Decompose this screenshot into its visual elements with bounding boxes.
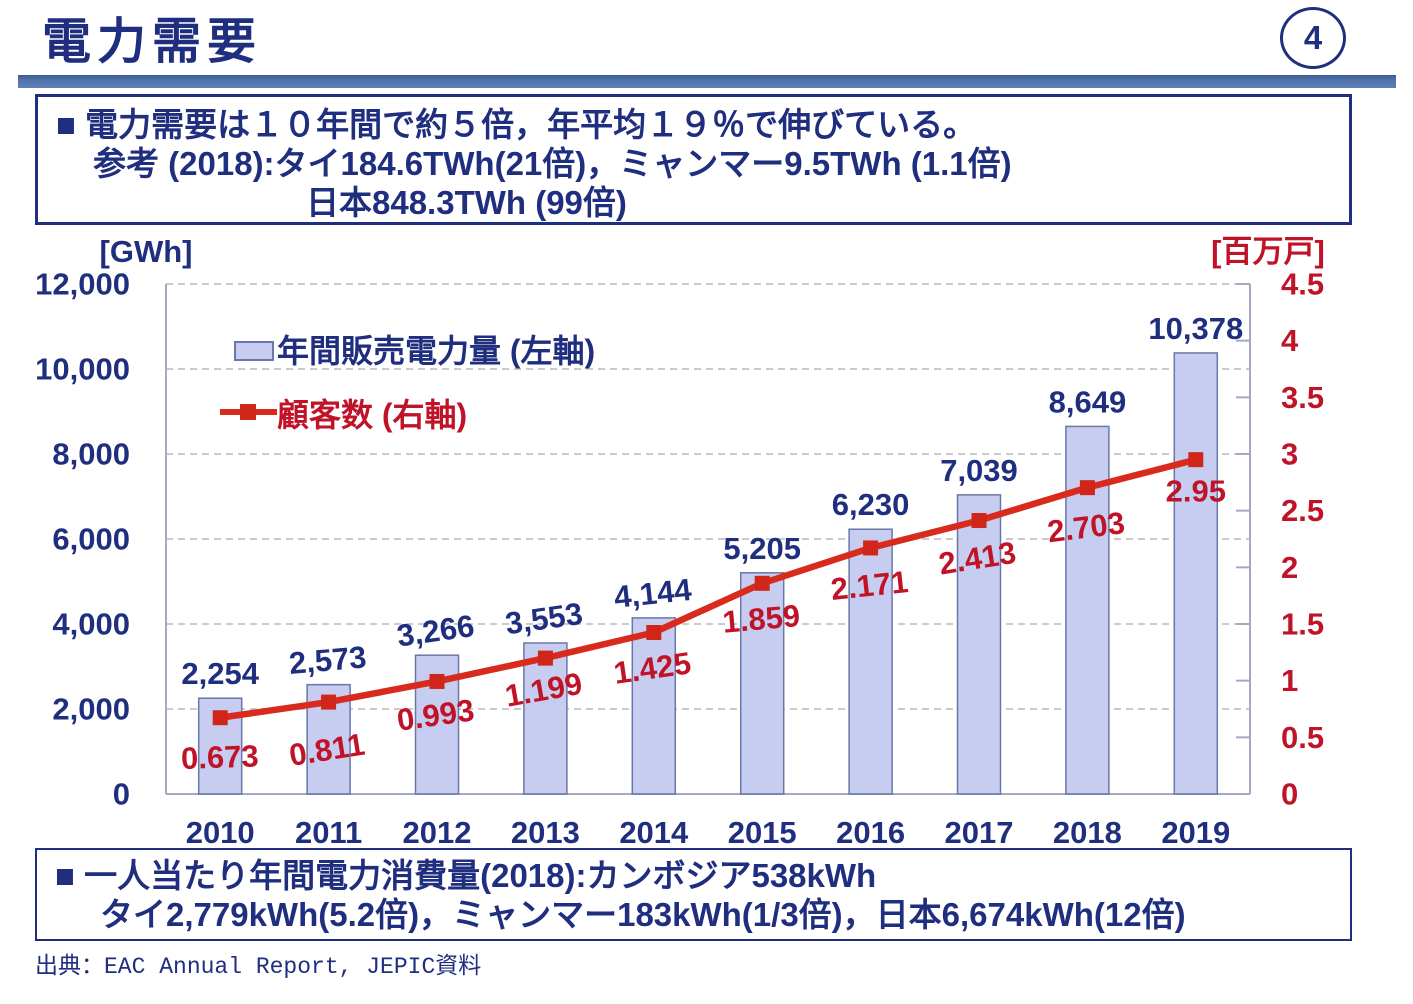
bar-2019 xyxy=(1173,352,1219,795)
bar-2016 xyxy=(848,528,893,795)
page-number: 4 xyxy=(1303,19,1323,56)
line-label-2018: 2.703 xyxy=(1045,505,1126,549)
line-label-2013: 1.199 xyxy=(502,666,584,714)
per-capita-line-1: ■ 一人当たり年間電力消費量(2018):カンボジア538kWh xyxy=(55,857,877,894)
line-marker-2015 xyxy=(754,575,770,591)
line-marker-2014 xyxy=(646,625,662,640)
left-axis-tick-label: 8,000 xyxy=(52,437,130,472)
line-marker-2019 xyxy=(1188,452,1204,468)
source-citation: 出典：EAC Annual Report, JEPIC資料 xyxy=(35,954,482,980)
x-tick-2016: 2016 xyxy=(836,815,905,850)
line-marker-2017 xyxy=(971,513,987,529)
legend-bar-label: 年間販売電力量 (左軸) xyxy=(277,333,595,369)
right-axis-tick-label: 3.5 xyxy=(1281,380,1324,415)
per-capita-box: ■ 一人当たり年間電力消費量(2018):カンボジア538kWh タイ2,779… xyxy=(35,848,1352,941)
line-label-2017: 2.413 xyxy=(936,535,1018,582)
line-marker-2013 xyxy=(537,650,553,666)
left-axis-tick-label: 0 xyxy=(113,777,130,812)
x-tick-2019: 2019 xyxy=(1161,815,1230,850)
right-axis-tick-label: 1 xyxy=(1281,663,1298,698)
x-tick-2015: 2015 xyxy=(728,815,797,850)
right-axis-tick-label: 2.5 xyxy=(1281,493,1324,528)
bar-2015 xyxy=(739,572,785,795)
bar-2017 xyxy=(956,494,1002,795)
right-axis-tick-label: 0.5 xyxy=(1281,720,1324,755)
right-axis-tick-label: 4.5 xyxy=(1281,267,1324,302)
legend-line-marker xyxy=(240,404,256,420)
bar-label-2019: 10,378 xyxy=(1148,311,1243,346)
bar-2013 xyxy=(523,642,568,795)
bar-label-2012: 3,266 xyxy=(395,608,477,653)
right-axis-tick-label: 3 xyxy=(1281,437,1298,472)
bar-label-2014: 4,144 xyxy=(612,572,694,615)
left-axis-tick-label: 10,000 xyxy=(35,352,130,387)
x-tick-2013: 2013 xyxy=(511,815,580,850)
x-tick-2014: 2014 xyxy=(619,815,689,850)
line-label-2012: 0.993 xyxy=(395,692,477,737)
legend-bar-swatch xyxy=(234,341,274,361)
page-title: 電力需要 xyxy=(42,15,263,69)
customers-line xyxy=(219,456,1197,721)
summary-line-3: 日本848.3TWh (99倍) xyxy=(306,184,627,221)
summary-line-2: 参考 (2018):タイ184.6TWh(21倍)，ミャンマー9.5TWh (1… xyxy=(93,145,1012,182)
bar-label-2011: 2,573 xyxy=(288,639,368,681)
line-label-2011: 0.811 xyxy=(287,726,367,772)
line-marker-2010 xyxy=(212,710,228,726)
x-tick-2010: 2010 xyxy=(186,815,255,850)
bar-label-2015: 5,205 xyxy=(723,531,801,566)
left-axis-tick-label: 2,000 xyxy=(52,692,130,727)
legend-line-label: 顧客数 (右軸) xyxy=(277,397,467,433)
line-label-2016: 2.171 xyxy=(829,564,910,607)
title-divider-bar xyxy=(18,75,1396,88)
x-tick-2011: 2011 xyxy=(295,815,362,850)
line-marker-2011 xyxy=(321,694,337,710)
line-marker-2016 xyxy=(863,540,879,556)
right-axis-tick-label: 2 xyxy=(1281,550,1298,585)
line-label-2014: 1.425 xyxy=(611,645,693,690)
bar-label-2016: 6,230 xyxy=(832,487,910,522)
page-number-badge: 4 xyxy=(1280,7,1346,69)
bar-label-2010: 2,254 xyxy=(181,656,259,691)
line-label-2010: 0.673 xyxy=(180,738,259,776)
x-tick-2012: 2012 xyxy=(403,815,472,850)
left-axis-unit-label: [GWh] xyxy=(100,234,193,269)
chart-legend: 年間販売電力量 (左軸) 顧客数 (右軸) xyxy=(220,333,595,433)
right-axis-tick-label: 4 xyxy=(1281,323,1299,358)
x-tick-2017: 2017 xyxy=(945,815,1014,850)
left-axis-tick-label: 6,000 xyxy=(52,522,130,557)
bar-label-2017: 7,039 xyxy=(940,453,1018,488)
right-axis-tick-label: 1.5 xyxy=(1281,607,1324,642)
x-tick-2018: 2018 xyxy=(1053,815,1122,850)
line-label-2019: 2.95 xyxy=(1166,474,1226,509)
right-axis-unit-label: [百万戸] xyxy=(1211,234,1325,269)
left-axis-tick-label: 12,000 xyxy=(35,267,130,302)
bar-2014 xyxy=(631,617,677,795)
bar-label-2018: 8,649 xyxy=(1049,384,1127,419)
right-axis-tick-label: 0 xyxy=(1281,777,1298,812)
line-label-2015: 1.859 xyxy=(721,598,801,640)
per-capita-line-2: タイ2,779kWh(5.2倍)，ミャンマー183kWh(1/3倍)，日本6,6… xyxy=(100,896,1186,933)
summary-line-1: ■ 電力需要は１０年間で約５倍，年平均１９％で伸びている。 xyxy=(56,106,977,143)
line-marker-2018 xyxy=(1079,480,1095,496)
line-marker-2012 xyxy=(429,673,445,689)
summary-box: ■ 電力需要は１０年間で約５倍，年平均１９％で伸びている。 参考 (2018):… xyxy=(35,94,1352,225)
bar-label-2013: 3,553 xyxy=(503,596,585,641)
left-axis-tick-label: 4,000 xyxy=(52,607,130,642)
